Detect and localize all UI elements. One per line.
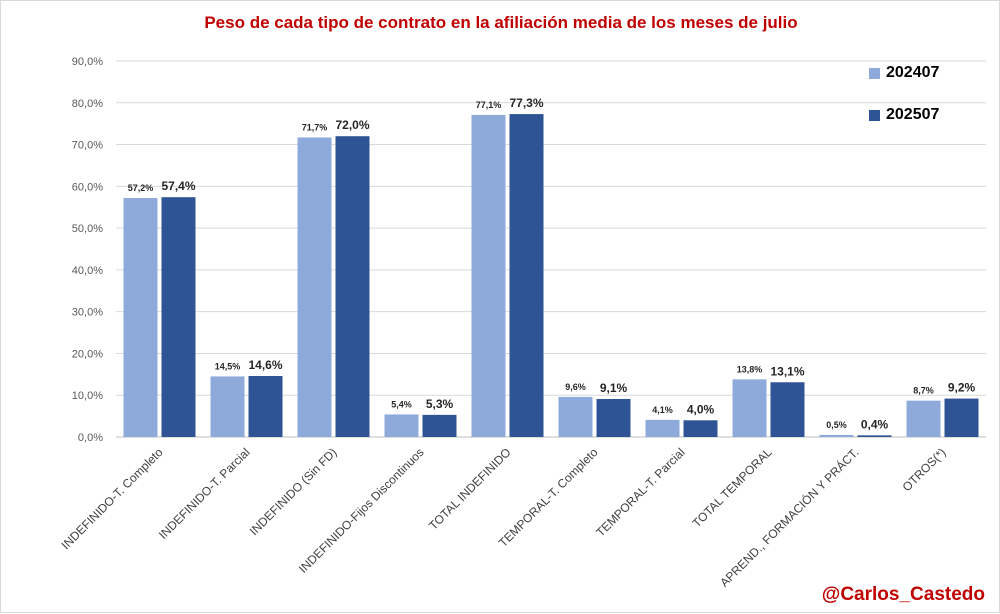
legend-label-202507: 202507 xyxy=(886,106,940,123)
y-tick-label: 50,0% xyxy=(72,223,103,235)
data-label-202507: 72,0% xyxy=(335,118,369,132)
data-label-202407: 4,1% xyxy=(652,405,673,415)
legend-swatch-202507 xyxy=(869,109,880,121)
bar-202407 xyxy=(471,114,506,437)
data-label-202507: 14,6% xyxy=(248,358,282,372)
legend-item-202507: 202507 xyxy=(869,105,939,125)
y-tick-label: 0,0% xyxy=(78,432,103,444)
legend-swatch-202407 xyxy=(869,67,880,79)
data-label-202407: 71,7% xyxy=(302,122,328,132)
category-label: OTROS(*) xyxy=(900,445,949,494)
legend: 202407 202507 xyxy=(869,63,939,147)
category-label: APREND., FORMACIÓN Y PRÁCT. xyxy=(716,445,861,590)
bar-202507 xyxy=(770,382,805,437)
data-label-202507: 13,1% xyxy=(770,364,804,378)
data-label-202507: 9,1% xyxy=(600,381,628,395)
category-label: TOTAL TEMPORAL xyxy=(690,445,775,530)
bar-202407 xyxy=(558,396,593,437)
data-label-202407: 9,6% xyxy=(565,382,586,392)
y-tick-label: 70,0% xyxy=(72,140,103,152)
data-label-202507: 4,0% xyxy=(687,402,715,416)
y-tick-label: 80,0% xyxy=(72,98,103,110)
bar-202507 xyxy=(857,435,892,437)
data-label-202507: 9,2% xyxy=(948,381,976,395)
bar-202407 xyxy=(123,198,158,437)
bar-202507 xyxy=(944,398,979,437)
bar-202407 xyxy=(384,414,419,437)
category-label: TEMPORAL-T. Completo xyxy=(496,445,601,550)
data-label-202507: 0,4% xyxy=(861,417,889,431)
category-label: INDEFINIDO-T. Completo xyxy=(59,445,166,552)
bar-202507 xyxy=(509,114,544,438)
bar-202407 xyxy=(297,137,332,437)
bar-202407 xyxy=(210,376,245,437)
chart-title: Peso de cada tipo de contrato en la afil… xyxy=(204,13,798,32)
data-label-202507: 77,3% xyxy=(509,96,543,110)
bar-202507 xyxy=(683,420,718,437)
bar-202407 xyxy=(906,400,941,437)
bar-202507 xyxy=(335,136,370,437)
y-tick-label: 10,0% xyxy=(72,390,103,402)
bar-202507 xyxy=(161,197,196,437)
category-label: INDEFINIDO-T. Parcial xyxy=(156,445,253,542)
data-label-202407: 77,1% xyxy=(476,100,502,110)
y-tick-label: 20,0% xyxy=(72,348,103,360)
author-watermark: @Carlos_Castedo xyxy=(821,584,985,605)
bar-202507 xyxy=(422,414,457,437)
y-tick-label: 90,0% xyxy=(72,56,103,68)
category-label: TOTAL INDEFINIDO xyxy=(426,445,514,533)
bar-202407 xyxy=(645,419,680,437)
data-label-202407: 5,4% xyxy=(391,399,412,409)
category-label: INDEFINIDO (Sin FD) xyxy=(247,445,340,538)
data-label-202407: 14,5% xyxy=(215,361,241,371)
data-label-202407: 8,7% xyxy=(913,386,934,396)
bar-202407 xyxy=(732,379,767,437)
bar-202407 xyxy=(819,434,854,437)
category-label: TEMPORAL-T. Parcial xyxy=(593,445,687,539)
data-label-202407: 57,2% xyxy=(128,183,154,193)
legend-item-202407: 202407 xyxy=(869,63,939,83)
y-tick-label: 40,0% xyxy=(72,265,103,277)
data-label-202407: 0,5% xyxy=(826,420,847,430)
bar-202507 xyxy=(248,376,283,437)
y-tick-label: 30,0% xyxy=(72,307,103,319)
bar-202507 xyxy=(596,398,631,437)
data-label-202407: 13,8% xyxy=(737,364,763,374)
data-label-202507: 5,3% xyxy=(426,397,454,411)
y-tick-label: 60,0% xyxy=(72,181,103,193)
data-label-202507: 57,4% xyxy=(161,179,195,193)
legend-label-202407: 202407 xyxy=(886,64,940,81)
